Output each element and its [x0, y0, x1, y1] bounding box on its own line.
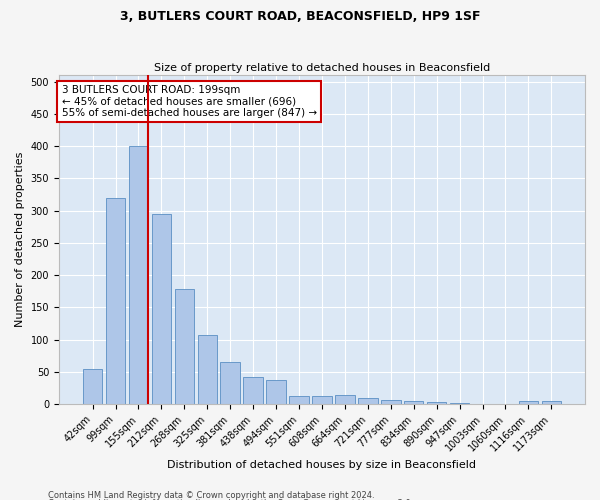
Bar — [128, 146, 148, 404]
Bar — [427, 402, 446, 404]
Bar — [220, 362, 240, 404]
Bar — [542, 401, 561, 404]
X-axis label: Distribution of detached houses by size in Beaconsfield: Distribution of detached houses by size … — [167, 460, 476, 470]
Bar — [518, 401, 538, 404]
Bar — [381, 400, 401, 404]
Bar — [450, 403, 469, 404]
Bar — [83, 368, 103, 404]
Text: Contains public sector information licensed under the Open Government Licence v3: Contains public sector information licen… — [48, 499, 413, 500]
Title: Size of property relative to detached houses in Beaconsfield: Size of property relative to detached ho… — [154, 63, 490, 73]
Bar — [197, 335, 217, 404]
Bar — [335, 394, 355, 404]
Bar — [266, 380, 286, 404]
Bar — [404, 401, 424, 404]
Bar — [152, 214, 171, 404]
Bar — [244, 377, 263, 404]
Text: 3, BUTLERS COURT ROAD, BEACONSFIELD, HP9 1SF: 3, BUTLERS COURT ROAD, BEACONSFIELD, HP9… — [120, 10, 480, 23]
Bar — [289, 396, 309, 404]
Y-axis label: Number of detached properties: Number of detached properties — [15, 152, 25, 328]
Text: Contains HM Land Registry data © Crown copyright and database right 2024.: Contains HM Land Registry data © Crown c… — [48, 490, 374, 500]
Bar — [312, 396, 332, 404]
Bar — [358, 398, 377, 404]
Bar — [106, 198, 125, 404]
Text: 3 BUTLERS COURT ROAD: 199sqm
← 45% of detached houses are smaller (696)
55% of s: 3 BUTLERS COURT ROAD: 199sqm ← 45% of de… — [62, 85, 317, 118]
Bar — [175, 290, 194, 404]
